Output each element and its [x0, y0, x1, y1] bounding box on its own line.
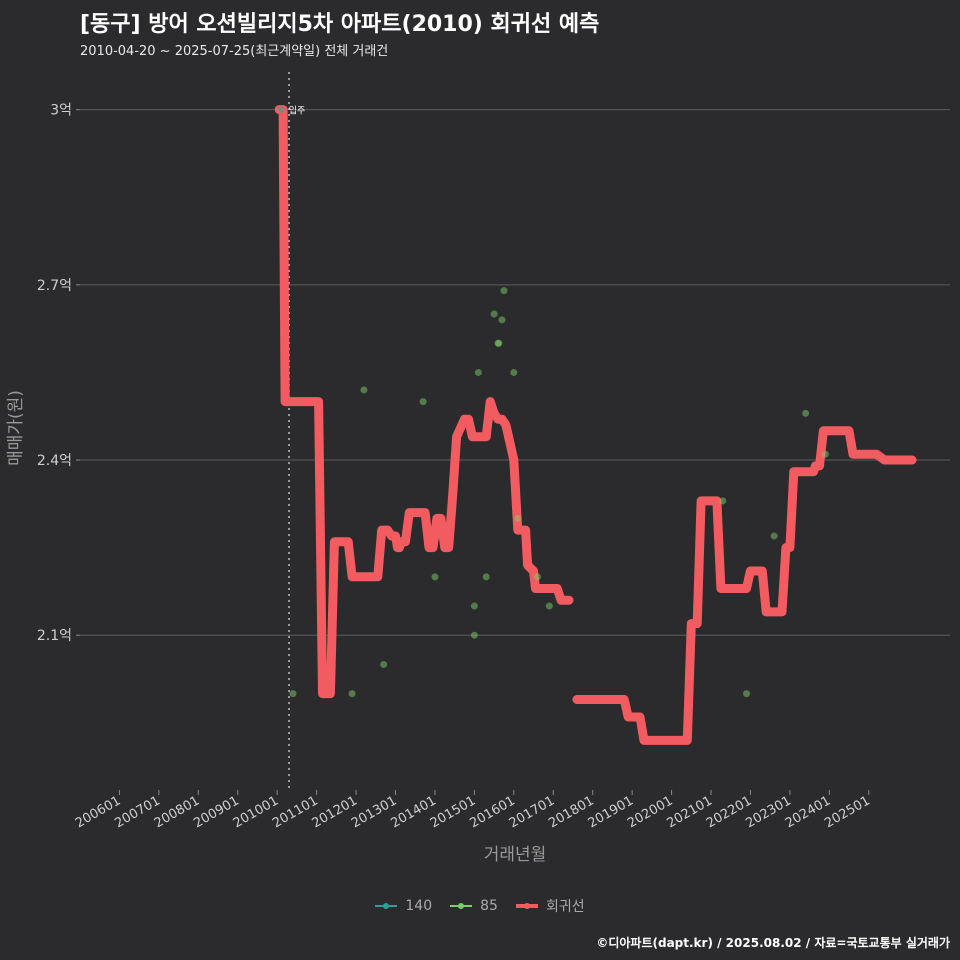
- regression-line: [274, 105, 917, 745]
- x-axis: 2006012007012008012009012010012011012012…: [73, 790, 873, 831]
- x-tick-label: 202501: [822, 793, 872, 831]
- legend-key-140: [375, 900, 398, 912]
- annotation-layer: 입주: [288, 72, 306, 790]
- legend-item-140: 140: [375, 896, 432, 916]
- data-points: [277, 106, 829, 698]
- point-85: [743, 690, 751, 698]
- legend-label-140: 140: [405, 898, 433, 914]
- point-85: [498, 316, 506, 324]
- y-axis: 2.1억 2.4억 2.7억 3억: [37, 103, 80, 644]
- x-axis-label: 거래년월: [484, 845, 547, 865]
- point-85: [470, 602, 478, 610]
- point-85: [380, 660, 388, 668]
- legend-label-85: 85: [480, 898, 498, 914]
- point-85: [470, 631, 478, 639]
- y-tick-label: 2.7억: [37, 278, 72, 294]
- point-140: [277, 106, 285, 114]
- point-85: [431, 573, 439, 581]
- point-85: [719, 497, 727, 505]
- chart-title: [동구] 방어 오션빌리지5차 아파트(2010) 회귀선 예측: [80, 12, 600, 37]
- chart-subtitle: 2010-04-20 ~ 2025-07-25(최근계약일) 전체 거래건: [80, 44, 389, 59]
- y-tick-label: 2.1억: [37, 628, 72, 644]
- point-85: [495, 339, 503, 347]
- y-tick-label: 2.4억: [37, 453, 72, 469]
- point-85: [490, 310, 498, 318]
- y-tick-label: 3억: [50, 103, 72, 119]
- point-85: [360, 386, 368, 394]
- source-caption: ©디아파트(dapt.kr) / 2025.08.02 / 자료=국토교통부 실…: [596, 936, 950, 950]
- point-85: [474, 368, 482, 376]
- point-85: [482, 573, 490, 581]
- point-85: [770, 532, 778, 540]
- point-85: [348, 690, 356, 698]
- point-85: [514, 514, 522, 522]
- legend: 140 85 회귀선: [0, 896, 960, 916]
- legend-item-85: 85: [450, 896, 498, 916]
- point-85: [545, 602, 553, 610]
- point-85: [510, 368, 518, 376]
- point-85: [533, 573, 541, 581]
- move-in-label: 입주: [289, 105, 306, 117]
- point-85: [500, 287, 508, 295]
- regression-segment: [274, 105, 574, 699]
- legend-item-regression: 회귀선: [515, 896, 585, 916]
- point-85: [821, 450, 829, 458]
- legend-key-regression: [515, 900, 538, 912]
- legend-key-85: [450, 900, 473, 912]
- point-85: [289, 690, 297, 698]
- legend-label-regression: 회귀선: [545, 899, 585, 915]
- y-axis-label: 매매가(원): [6, 390, 26, 466]
- regression-segment: [572, 426, 917, 745]
- point-85: [802, 409, 810, 417]
- point-85: [419, 398, 427, 406]
